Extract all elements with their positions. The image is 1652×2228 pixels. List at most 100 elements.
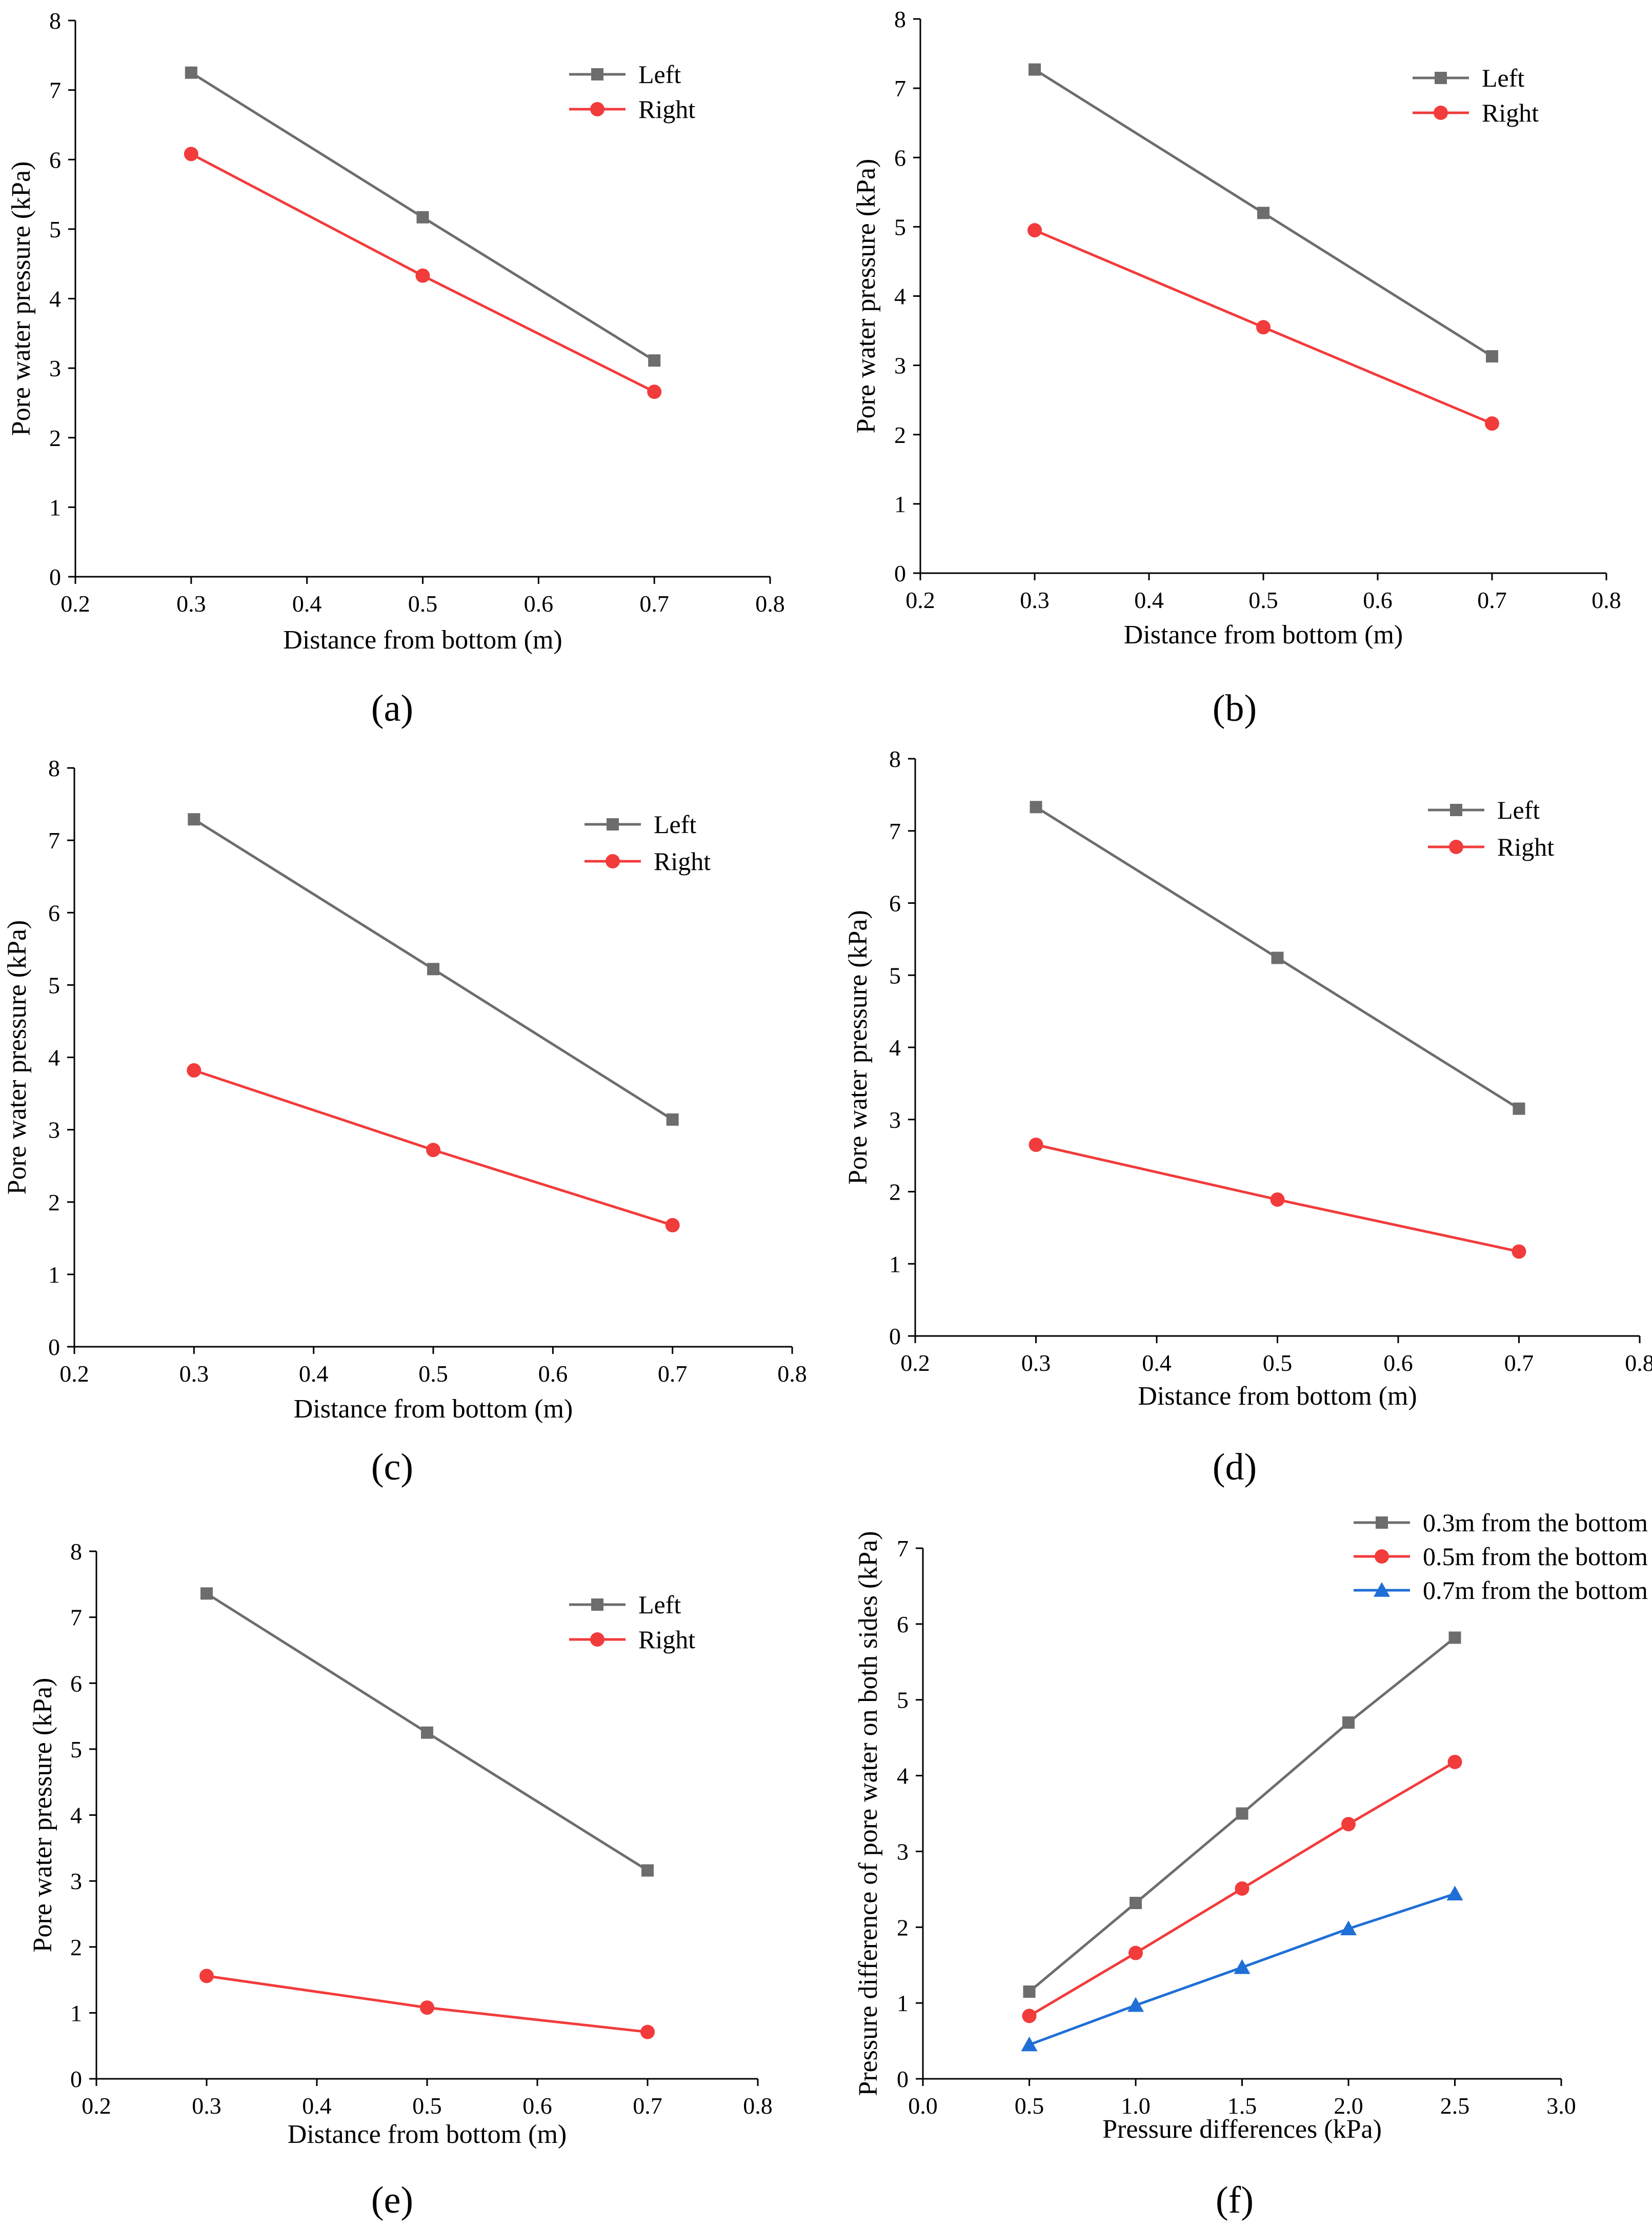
legend-label: Right	[1482, 98, 1539, 127]
y-tick-label: 3	[894, 353, 906, 379]
data-point	[1023, 1985, 1036, 1998]
legend-label: Left	[1482, 64, 1524, 92]
y-tick-label: 2	[889, 1179, 901, 1205]
x-tick-label: 0.8	[1591, 587, 1621, 613]
series-line	[1029, 1892, 1456, 2046]
legend-label: Left	[1497, 796, 1540, 824]
y-axis-label: Pore water pressure (kPa)	[3, 920, 32, 1195]
x-tick-label: 0.5	[1248, 587, 1278, 613]
series-line	[206, 1592, 649, 1872]
data-point	[1029, 1138, 1043, 1152]
caption-f: (f)	[1216, 2179, 1254, 2221]
series-line	[193, 1069, 673, 1227]
x-axis-label: Distance from bottom (m)	[283, 625, 562, 655]
x-tick-label: 0.4	[292, 591, 322, 617]
data-point	[640, 2024, 655, 2039]
y-tick-label: 7	[897, 1535, 909, 1562]
series-line	[1028, 1636, 1456, 1993]
y-tick-label: 6	[889, 890, 901, 917]
x-tick-label: 0.2	[900, 1350, 930, 1376]
data-point	[1257, 207, 1270, 219]
x-tick-label: 0.6	[522, 2093, 552, 2119]
legend-marker	[607, 818, 619, 831]
x-tick-label: 0.4	[1142, 1350, 1172, 1376]
x-tick-label: 0.2	[82, 2093, 111, 2119]
y-tick-label: 4	[49, 286, 61, 312]
legend-marker	[1435, 72, 1447, 84]
data-point	[415, 268, 430, 283]
x-axis-label: Pressure differences (kPa)	[1102, 2115, 1382, 2144]
data-point	[1129, 1946, 1143, 1960]
data-point	[666, 1113, 679, 1126]
data-point	[188, 813, 200, 826]
y-tick-label: 2	[894, 422, 906, 448]
x-tick-label: 0.0	[908, 2093, 938, 2119]
data-point	[647, 384, 662, 399]
x-tick-label: 0.4	[302, 2093, 332, 2119]
data-point	[1512, 1244, 1526, 1259]
data-point	[1234, 1959, 1251, 1974]
x-tick-label: 0.7	[658, 1361, 688, 1387]
y-tick-label: 4	[70, 1802, 82, 1829]
caption-c: (c)	[371, 1446, 414, 1488]
y-tick-label: 3	[49, 355, 61, 381]
y-tick-label: 5	[894, 214, 906, 240]
legend-label: 0.5m from the bottom	[1423, 1542, 1648, 1571]
y-tick-label: 1	[894, 491, 906, 517]
y-tick-label: 7	[894, 75, 906, 102]
y-tick-label: 0	[70, 2066, 82, 2092]
y-tick-label: 0	[49, 564, 61, 590]
y-tick-label: 0	[894, 560, 906, 586]
data-point	[1446, 1886, 1463, 1901]
y-tick-label: 4	[894, 283, 906, 310]
series-line	[1035, 1143, 1520, 1253]
data-point	[1341, 1817, 1356, 1832]
data-point	[641, 1864, 654, 1877]
series-line	[1029, 1760, 1456, 2017]
x-tick-label: 0.3	[179, 1361, 209, 1387]
y-tick-label: 5	[48, 972, 60, 998]
y-tick-label: 5	[889, 962, 901, 988]
legend-marker	[590, 102, 605, 116]
series-line	[190, 71, 655, 362]
x-tick-label: 0.5	[1015, 2093, 1044, 2119]
chart-panel: 0.2 0.3 0.4 0.5 0.6 0.7 0.8 0 1 2 3 4 5 6 7 8 Distance f…	[28, 1538, 773, 2149]
y-tick-label: 2	[48, 1189, 60, 1216]
data-point	[1235, 1881, 1250, 1896]
x-tick-label: 0.3	[192, 2093, 221, 2119]
data-point	[1486, 350, 1498, 363]
data-point	[184, 147, 198, 161]
y-tick-label: 7	[889, 818, 901, 844]
y-tick-label: 6	[49, 147, 61, 173]
data-point	[1271, 951, 1284, 964]
y-tick-label: 2	[49, 425, 61, 451]
data-point	[1340, 1920, 1357, 1936]
x-tick-label: 2.5	[1440, 2093, 1470, 2119]
legend-marker	[1374, 1582, 1390, 1597]
x-tick-label: 0.6	[1363, 587, 1393, 613]
caption-a: (a)	[371, 687, 414, 730]
y-tick-label: 3	[897, 1838, 909, 1865]
y-tick-label: 1	[48, 1262, 60, 1288]
y-tick-label: 8	[894, 6, 906, 32]
x-tick-label: 0.7	[1504, 1350, 1534, 1376]
x-axis-label: Distance from bottom (m)	[1124, 620, 1403, 650]
y-tick-label: 0	[897, 2066, 909, 2092]
data-point	[427, 963, 439, 976]
series-line	[1034, 68, 1493, 358]
chart-panel: 0.2 0.3 0.4 0.5 0.6 0.7 0.8 0 1 2 3 4 5 6 7 8 Distance f…	[3, 755, 807, 1424]
x-tick-label: 0.8	[743, 2093, 773, 2119]
x-tick-label: 0.2	[61, 591, 90, 617]
y-tick-label: 5	[70, 1736, 82, 1763]
y-tick-label: 4	[889, 1035, 901, 1061]
y-axis-label: Pore water pressure (kPa)	[852, 159, 881, 434]
legend-label: Left	[638, 60, 681, 89]
x-axis-label: Distance from bottom (m)	[288, 2120, 567, 2149]
legend-label: Left	[654, 810, 696, 839]
y-tick-label: 1	[897, 1990, 909, 2016]
y-tick-label: 8	[49, 8, 61, 34]
chart-panel: 0.2 0.3 0.4 0.5 0.6 0.7 0.8 0 1 2 3 4 5 6 7 8 Distance f…	[843, 746, 1652, 1411]
series-line	[1034, 229, 1493, 425]
x-tick-label: 3.0	[1546, 2093, 1576, 2119]
